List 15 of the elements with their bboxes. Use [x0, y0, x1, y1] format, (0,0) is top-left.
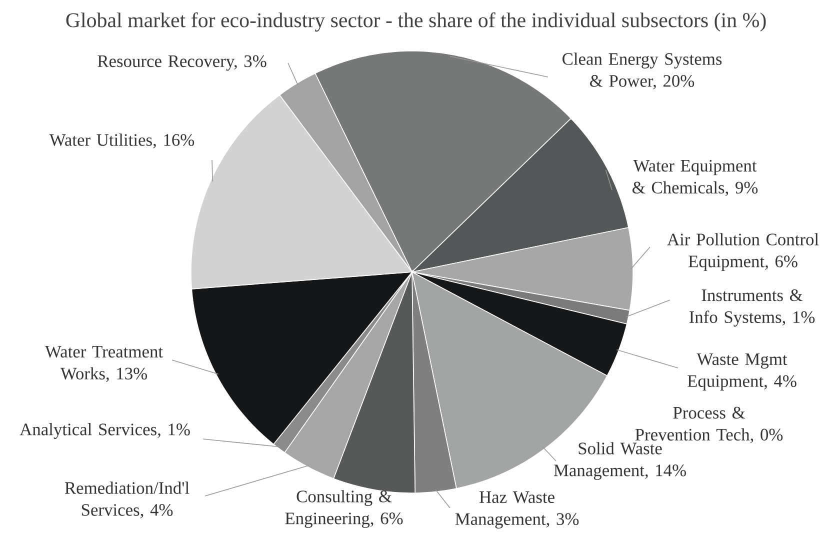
- slice-label: Clean Energy Systems & Power, 20%: [562, 52, 722, 90]
- slice-label: Consulting & Engineering, 6%: [285, 490, 403, 528]
- slice-label: Resource Recovery, 3%: [98, 55, 266, 71]
- slice-label: Water Utilities, 16%: [49, 134, 194, 148]
- slice-label: Instruments & Info Systems, 1%: [689, 289, 815, 327]
- chart-title: Global market for eco-industry sector - the share of the individual subsectors (in %): [66, 12, 766, 32]
- slice-label: Haz Waste Management, 3%: [455, 491, 579, 529]
- slice-label: Remediation/Ind'l Services, 4%: [64, 482, 190, 518]
- slice-label: Analytical Services, 1%: [20, 423, 190, 439]
- slice-label: Air Pollution Control Equipment, 6%: [667, 233, 819, 271]
- slice-label: Water Treatment Works, 13%: [45, 346, 163, 382]
- category-label: Process & Prevention Tech, 0%: [635, 406, 783, 444]
- slice-label: Solid Waste Management, 14%: [554, 442, 686, 480]
- slice-label: Waste Mgmt Equipment, 4%: [688, 353, 796, 391]
- slice-label: Water Equipment & Chemicals, 9%: [632, 160, 758, 196]
